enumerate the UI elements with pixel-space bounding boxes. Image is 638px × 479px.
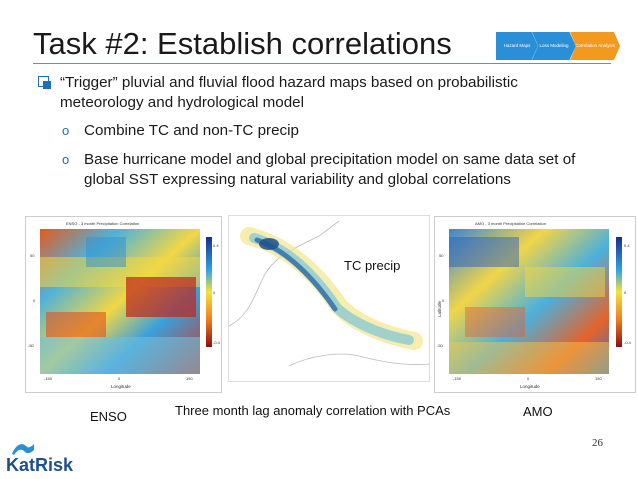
process-chevrons: Hazard Maps Loss Modeling Correlation An… — [496, 32, 626, 60]
slide-title: Task #2: Establish correlations — [33, 26, 452, 61]
tc-precip-label: TC precip — [344, 258, 401, 273]
katrisk-logo-icon — [12, 444, 34, 455]
chevron-step-2: Loss Modeling — [532, 32, 576, 60]
enso-correlation-map: ENSO - 3 month Precipitation Correlation… — [25, 216, 222, 393]
colorbar-tick: 0.4 — [624, 243, 630, 248]
tc-precip-map — [228, 215, 430, 382]
enso-caption: ENSO — [90, 409, 127, 424]
colorbar-tick: 0 — [213, 290, 216, 295]
lon-tick: 150 — [186, 376, 193, 381]
sub-bullet-1: Combine TC and non-TC precip — [84, 122, 299, 139]
chevron-step-1: Hazard Maps — [496, 32, 538, 60]
circle-bullet-icon: o — [62, 123, 70, 138]
katrisk-logo-text: KatRisk — [6, 455, 74, 475]
amo-caption: AMO — [523, 404, 553, 419]
longitude-label: Longitude — [520, 384, 540, 389]
sub-bullet-2: Base hurricane model and global precipit… — [84, 151, 576, 188]
title-underline — [33, 63, 611, 64]
lat-tick: 50 — [30, 253, 35, 258]
figure-caption: Three month lag anomaly correlation with… — [175, 403, 451, 418]
lat-tick: 50 — [439, 253, 444, 258]
colorbar-tick: 0.4 — [213, 243, 219, 248]
lat-tick: 0 — [33, 298, 36, 303]
longitude-label: Longitude — [111, 384, 131, 389]
colorbar-tick: 0 — [624, 290, 627, 295]
lat-tick: -50 — [437, 343, 444, 348]
left-map-title: ENSO - 3 month Precipitation Correlation — [66, 221, 139, 226]
lon-tick: -150 — [453, 376, 462, 381]
page-number: 26 — [592, 437, 603, 449]
latitude-label: Latitude — [437, 300, 442, 317]
lat-tick: 0 — [442, 298, 445, 303]
bullet-checkbox-icon — [38, 76, 51, 89]
right-map-title: AMO - 3 month Precipitation Correlation — [475, 221, 546, 226]
lon-tick: 150 — [595, 376, 602, 381]
circle-bullet-icon: o — [62, 152, 70, 167]
lat-tick: -50 — [28, 343, 35, 348]
lon-tick: 0 — [527, 376, 530, 381]
main-bullet: “Trigger” pluvial and fluvial flood haza… — [60, 74, 518, 111]
amo-correlation-map: AMO - 3 month Precipitation Correlation … — [434, 216, 636, 393]
chevron-step-3: Correlation Analysis — [570, 32, 620, 60]
colorbar-tick: -0.4 — [213, 340, 221, 345]
lon-tick: 0 — [118, 376, 121, 381]
colorbar-tick: -0.4 — [624, 340, 632, 345]
lon-tick: -150 — [44, 376, 53, 381]
